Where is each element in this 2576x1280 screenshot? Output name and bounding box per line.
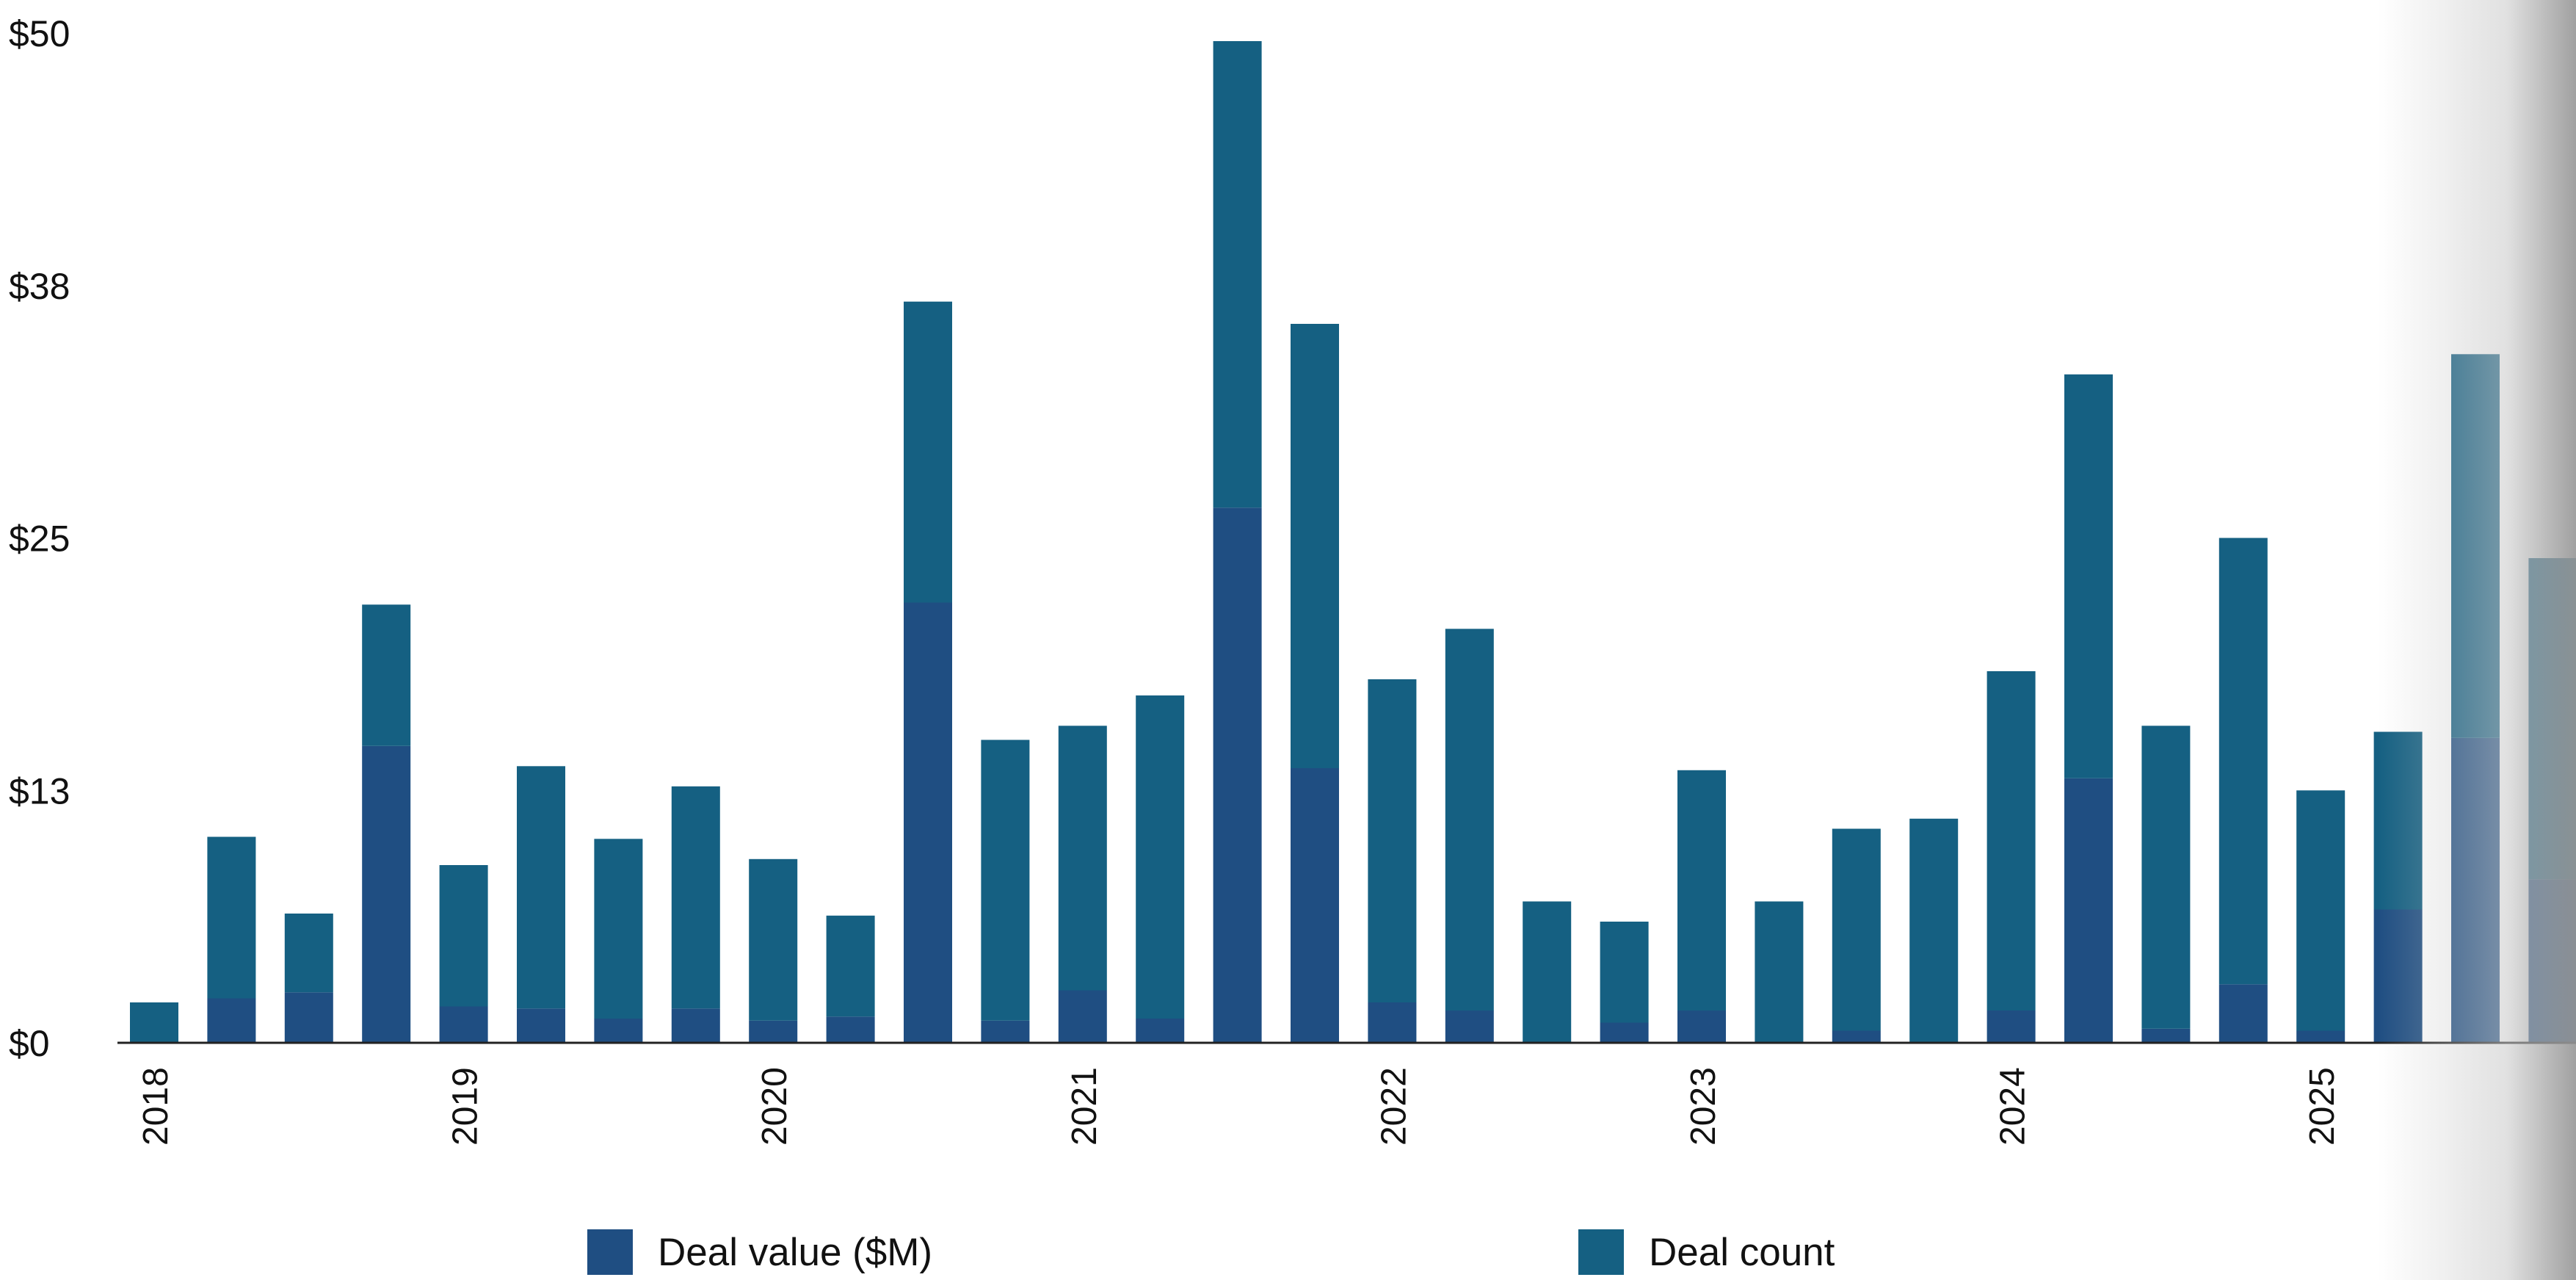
bar-deal-value-2021-Q3 bbox=[1213, 507, 1262, 1044]
bar-deal-count-2023-Q2 bbox=[1755, 901, 1804, 1043]
bar-deal-count-2021-Q4 bbox=[1291, 324, 1339, 768]
bar-deal-value-2019-Q4 bbox=[671, 1008, 720, 1044]
bar-deal-count-2023-Q1 bbox=[1677, 770, 1726, 1011]
bar-deal-count-2019-Q1 bbox=[439, 865, 488, 1007]
y-tick-label: $25 bbox=[9, 518, 70, 560]
bar-deal-value-2024-Q4 bbox=[2218, 984, 2268, 1044]
bar-deal-count-2020-Q4 bbox=[981, 740, 1030, 1021]
bar-deal-value-2025-Q4 bbox=[2528, 879, 2576, 1044]
bar-deal-value-2022-Q1 bbox=[1368, 1002, 1417, 1043]
bar-deal-count-2019-Q4 bbox=[671, 786, 720, 1009]
x-tick-label: 2021 bbox=[1065, 1067, 1104, 1146]
bar-deal-count-2025-Q4 bbox=[2528, 558, 2576, 880]
bar-deal-count-2018-Q4 bbox=[362, 604, 411, 746]
bar-deal-count-2018-Q3 bbox=[284, 914, 333, 993]
bar-deal-count-2024-Q2 bbox=[2064, 374, 2113, 778]
x-tick-label: 2024 bbox=[1994, 1067, 2033, 1146]
legend-swatch-deal-count bbox=[1578, 1229, 1624, 1275]
x-tick-label: 2025 bbox=[2303, 1067, 2342, 1146]
bar-deal-count-2021-Q1 bbox=[1058, 726, 1107, 991]
bar-deal-value-2020-Q1 bbox=[749, 1020, 798, 1044]
bar-deal-value-2021-Q2 bbox=[1136, 1019, 1185, 1043]
bar-deal-count-2025-Q1 bbox=[2296, 790, 2345, 1031]
bar-deal-value-2025-Q2 bbox=[2373, 909, 2423, 1043]
bar-deal-value-2024-Q2 bbox=[2064, 778, 2113, 1044]
legend-item-deal-value: Deal value ($M) bbox=[587, 1229, 932, 1276]
bar-deal-count-2025-Q2 bbox=[2373, 731, 2423, 910]
bar-deal-count-2019-Q2 bbox=[517, 766, 565, 1009]
y-tick-label: $50 bbox=[9, 13, 70, 54]
bar-deal-count-2022-Q1 bbox=[1368, 679, 1417, 1002]
bar-deal-value-2020-Q4 bbox=[981, 1020, 1030, 1044]
x-tick-label: 2018 bbox=[137, 1067, 175, 1146]
bar-deal-value-2024-Q3 bbox=[2141, 1028, 2191, 1044]
y-axis-labels: $0 $13 $25 $38 $50 bbox=[9, 13, 70, 1064]
bar-deal-count-2024-Q1 bbox=[1987, 671, 2036, 1010]
bar-deal-value-2025-Q1 bbox=[2296, 1030, 2345, 1043]
bar-deal-value-2025-Q3 bbox=[2451, 737, 2500, 1044]
bar-deal-value-2022-Q2 bbox=[1445, 1010, 1494, 1043]
bar-deal-value-2024-Q1 bbox=[1987, 1010, 2036, 1043]
bar-deal-count-2020-Q3 bbox=[904, 301, 952, 603]
bar-deal-count-2022-Q2 bbox=[1445, 629, 1494, 1011]
legend-item-deal-count: Deal count bbox=[1578, 1229, 1835, 1276]
bar-deal-count-2021-Q2 bbox=[1136, 695, 1185, 1019]
bar-deal-count-2025-Q3 bbox=[2451, 354, 2500, 738]
bar-deal-value-2023-Q1 bbox=[1677, 1010, 1726, 1043]
bar-deal-count-2022-Q3 bbox=[1523, 901, 1572, 1043]
legend-swatch-deal-value bbox=[587, 1229, 633, 1275]
bar-deal-count-2019-Q3 bbox=[594, 839, 643, 1019]
x-tick-label: 2023 bbox=[1684, 1067, 1723, 1146]
bar-deal-value-2019-Q3 bbox=[594, 1019, 643, 1043]
x-axis-labels: 2018 2019 2020 2021 2022 2023 2024 2025 bbox=[137, 1067, 2342, 1146]
legend-label-deal-value: Deal value ($M) bbox=[658, 1230, 933, 1274]
bar-deal-value-2022-Q4 bbox=[1600, 1022, 1649, 1043]
bar-deal-value-2018-Q2 bbox=[207, 998, 256, 1043]
bar-deal-value-2019-Q2 bbox=[517, 1008, 565, 1044]
bar-deal-count-2022-Q4 bbox=[1600, 922, 1649, 1023]
x-tick-label: 2020 bbox=[755, 1067, 794, 1146]
x-tick-label: 2019 bbox=[446, 1067, 485, 1146]
y-tick-label: $0 bbox=[9, 1023, 50, 1064]
y-tick-label: $13 bbox=[9, 770, 70, 811]
bar-deal-value-2019-Q1 bbox=[439, 1006, 488, 1043]
bar-deal-value-2023-Q3 bbox=[1832, 1030, 1881, 1043]
legend-label-deal-count: Deal count bbox=[1649, 1230, 1835, 1274]
bar-deal-count-2023-Q4 bbox=[1909, 818, 1959, 1044]
bar-deal-count-2020-Q2 bbox=[826, 915, 875, 1017]
bar-deal-value-2021-Q4 bbox=[1291, 768, 1339, 1043]
bar-deal-count-2018-Q1 bbox=[130, 1002, 178, 1043]
bar-deal-value-2020-Q3 bbox=[904, 602, 952, 1043]
bar-deal-value-2018-Q3 bbox=[284, 992, 333, 1044]
x-tick-label: 2022 bbox=[1374, 1067, 1413, 1146]
bar-deal-count-2024-Q3 bbox=[2141, 726, 2191, 1029]
bar-deal-count-2023-Q3 bbox=[1832, 828, 1881, 1031]
bar-deal-count-2018-Q2 bbox=[207, 836, 256, 999]
bar-deal-value-2020-Q2 bbox=[826, 1016, 875, 1044]
bar-deal-count-2021-Q3 bbox=[1213, 41, 1262, 508]
bar-deal-count-2020-Q1 bbox=[749, 858, 798, 1021]
bar-deal-count-2024-Q4 bbox=[2218, 538, 2268, 985]
bar-deal-value-2021-Q1 bbox=[1058, 990, 1107, 1043]
bars-group bbox=[130, 41, 2576, 1044]
bar-deal-value-2018-Q4 bbox=[362, 745, 411, 1044]
y-tick-label: $38 bbox=[9, 266, 70, 307]
